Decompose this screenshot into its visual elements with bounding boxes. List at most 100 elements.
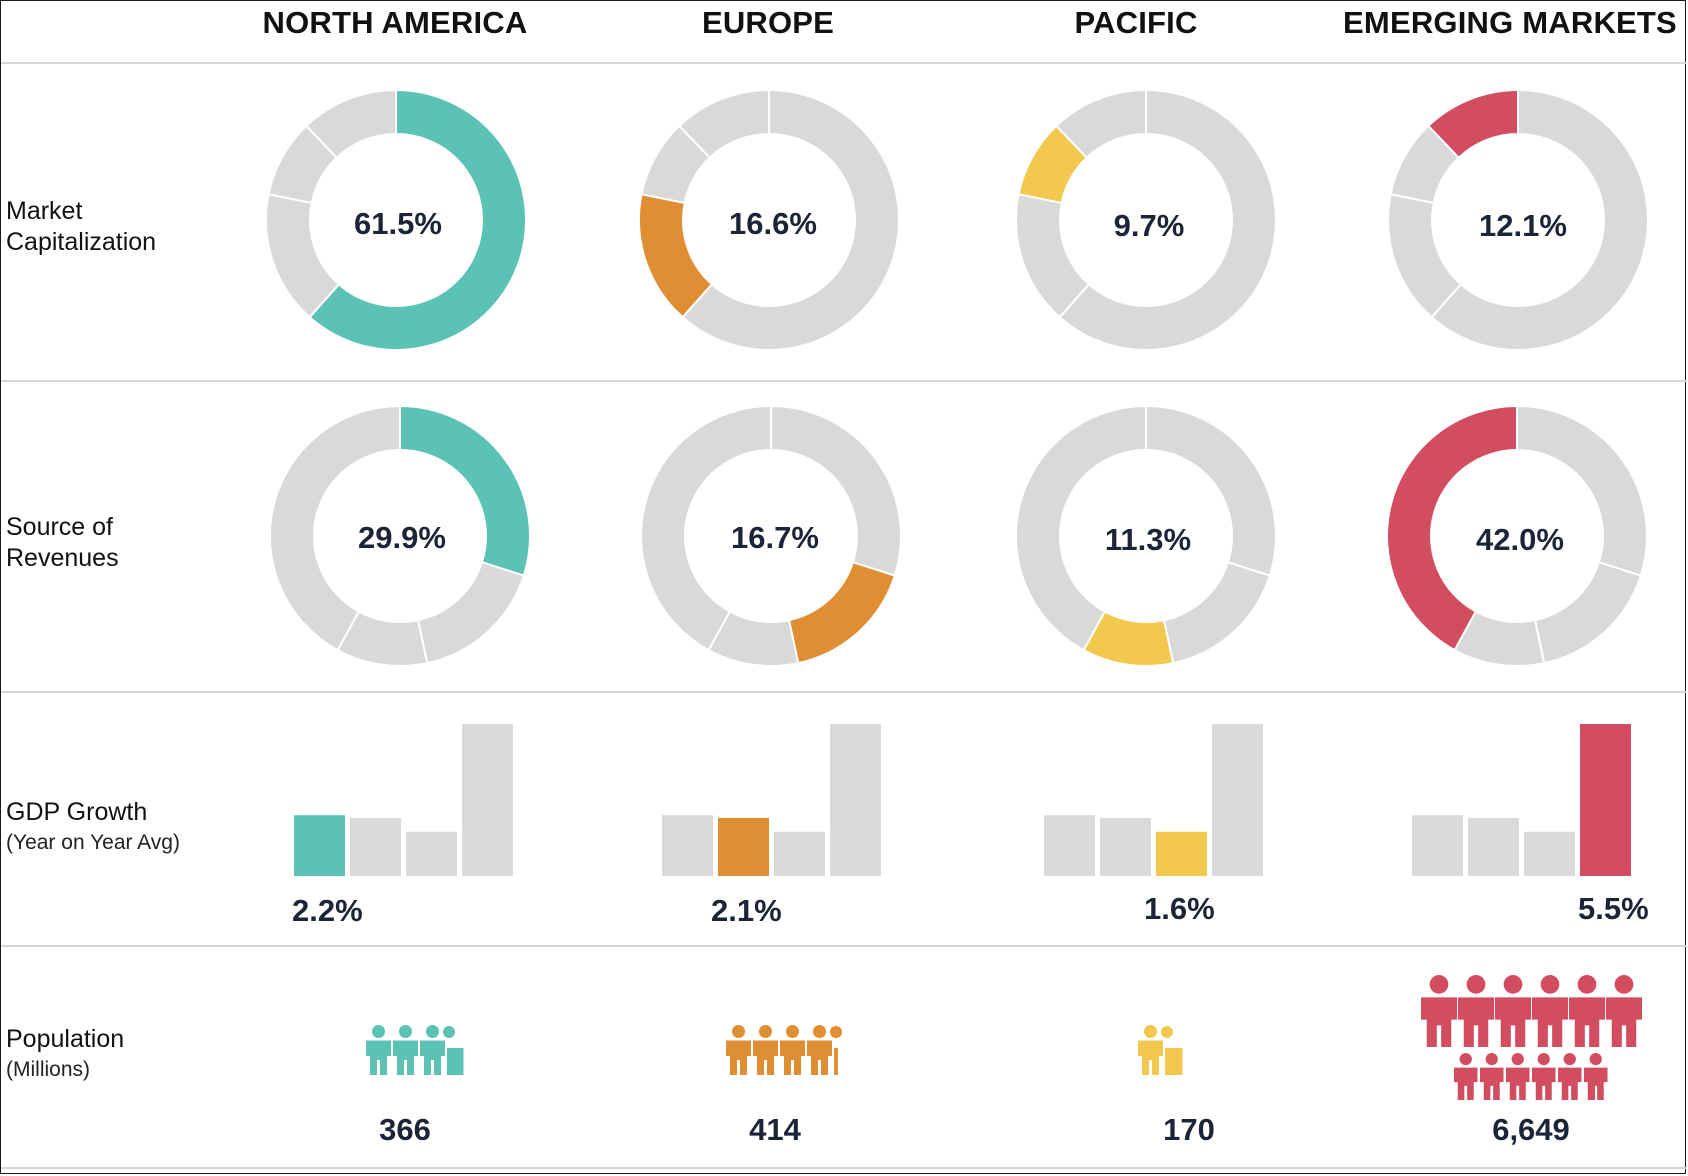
person-icon xyxy=(1495,997,1531,1047)
row-label-population: Population (Millions) xyxy=(6,1024,236,1085)
market-cap-donut-segment xyxy=(1054,88,1147,160)
row-label-main: GDP Growth xyxy=(6,798,148,826)
divider xyxy=(1,691,1687,693)
person-icon-partial xyxy=(1161,1026,1173,1038)
gdp-bar xyxy=(830,724,881,876)
market-cap-label: 12.1% xyxy=(1479,208,1567,243)
person-icon xyxy=(780,1040,805,1075)
gdp-bar-highlight xyxy=(294,815,345,876)
market-cap-donut-segment xyxy=(1430,88,1649,351)
market-cap-donut-segment xyxy=(681,88,900,351)
person-icon xyxy=(813,1025,826,1038)
row-label-source-of-revenues: Source of Revenues xyxy=(6,512,236,574)
gdp-bar xyxy=(774,831,825,876)
revenue-donut-segment xyxy=(640,404,772,652)
person-icon xyxy=(1532,997,1568,1047)
revenue-donut-segment xyxy=(416,560,526,665)
gdp-bar xyxy=(1524,831,1575,876)
market-cap-donut-segment xyxy=(304,88,397,160)
person-icon xyxy=(393,1040,418,1075)
person-icon xyxy=(1458,997,1494,1047)
revenue-donut-segment xyxy=(1145,404,1277,577)
gdp-bar xyxy=(1100,817,1151,876)
row-label-main: Population xyxy=(6,1025,125,1053)
person-icon xyxy=(1584,1067,1608,1100)
revenue-label: 42.0% xyxy=(1476,522,1564,557)
person-icon xyxy=(1485,1053,1498,1066)
person-icon xyxy=(1569,997,1605,1047)
population-value-label: 6,649 xyxy=(1492,1112,1570,1147)
person-icon xyxy=(759,1025,772,1038)
region-header-europe: EUROPE xyxy=(701,5,835,40)
person-icon xyxy=(1589,1053,1602,1066)
gdp-bar xyxy=(662,815,713,876)
market-cap-donut-highlight xyxy=(308,88,527,351)
person-icon xyxy=(1506,1067,1530,1100)
person-icon xyxy=(1466,975,1486,994)
person-icon xyxy=(1144,1025,1157,1038)
divider xyxy=(1,945,1687,947)
person-icon xyxy=(1606,997,1642,1047)
person-icon-partial xyxy=(834,1048,838,1075)
population-value-label: 414 xyxy=(749,1112,801,1147)
market-cap-label: 61.5% xyxy=(354,206,442,241)
person-icon xyxy=(1480,1067,1504,1100)
gdp-value-label: 5.5% xyxy=(1578,891,1649,926)
gdp-value-label: 2.2% xyxy=(292,893,363,928)
divider xyxy=(1,62,1687,64)
person-icon xyxy=(366,1040,391,1075)
revenue-donut-highlight xyxy=(787,560,897,665)
person-icon xyxy=(1532,1067,1556,1100)
gdp-bar xyxy=(1212,724,1263,876)
revenue-label: 11.3% xyxy=(1104,522,1192,557)
region-header-north-america: NORTH AMERICA xyxy=(262,5,528,40)
row-label-line: Revenues xyxy=(6,544,119,572)
person-icon xyxy=(399,1025,412,1038)
gdp-bar xyxy=(350,817,401,876)
row-label-line: Capitalization xyxy=(6,228,157,256)
person-icon xyxy=(426,1025,439,1038)
revenue-donut-segment xyxy=(1533,560,1643,665)
revenue-donut-highlight xyxy=(399,404,531,577)
market-cap-donut-segment xyxy=(1058,88,1277,351)
person-icon-partial xyxy=(447,1048,464,1075)
region-header-emerging-markets: EMERGING MARKETS xyxy=(1343,5,1677,40)
gdp-bar-highlight xyxy=(1580,724,1631,876)
market-cap-donut-segment xyxy=(677,88,770,160)
revenue-donut-segment xyxy=(1516,404,1648,577)
person-icon xyxy=(372,1025,385,1038)
row-label-line: Source of xyxy=(6,513,114,541)
person-icon-partial xyxy=(1165,1048,1183,1075)
market-cap-label: 9.7% xyxy=(1113,208,1185,243)
population-value-label: 170 xyxy=(1163,1112,1215,1147)
person-icon xyxy=(1614,975,1634,994)
revenue-donut-segment xyxy=(269,404,401,652)
revenue-label: 16.7% xyxy=(731,520,819,555)
row-label-gdp-growth: GDP Growth (Year on Year Avg) xyxy=(6,797,236,858)
person-icon xyxy=(1511,1053,1524,1066)
person-icon xyxy=(726,1040,751,1075)
person-icon xyxy=(1577,975,1597,994)
row-label-line: Market xyxy=(6,197,83,225)
region-header-pacific: PACIFIC xyxy=(1074,5,1198,40)
person-icon xyxy=(1459,1053,1472,1066)
person-icon-partial xyxy=(1590,1076,1595,1100)
person-icon xyxy=(420,1040,445,1075)
person-icon xyxy=(1540,975,1560,994)
gdp-bar xyxy=(462,724,513,876)
person-icon xyxy=(1558,1067,1582,1100)
revenue-donut-highlight xyxy=(1385,404,1518,652)
row-label-market-capitalization: Market Capitalization xyxy=(6,196,236,258)
person-icon xyxy=(732,1025,745,1038)
person-icon xyxy=(1454,1067,1478,1100)
population-value-label: 366 xyxy=(379,1112,431,1147)
person-icon-partial xyxy=(830,1026,842,1038)
divider xyxy=(1,380,1687,382)
person-icon xyxy=(1563,1053,1576,1066)
person-icon xyxy=(753,1040,778,1075)
person-icon xyxy=(1429,975,1449,994)
revenue-donut-segment xyxy=(1014,404,1147,652)
market-cap-donut-highlight xyxy=(1426,88,1519,160)
